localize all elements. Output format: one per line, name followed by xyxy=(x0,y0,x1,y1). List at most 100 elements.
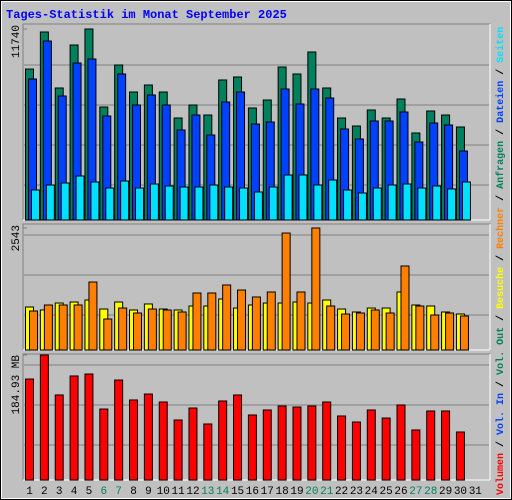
legend-separator: / xyxy=(495,189,507,207)
bar xyxy=(60,182,70,221)
bar xyxy=(262,409,272,481)
bar xyxy=(298,174,308,221)
bar xyxy=(441,410,451,481)
x-tick-label: 16 xyxy=(246,486,259,498)
bar xyxy=(188,407,198,481)
x-tick-label: 25 xyxy=(380,486,393,498)
x-tick-label: 29 xyxy=(439,486,452,498)
legend-item: Anfragen xyxy=(495,141,507,189)
bar xyxy=(430,314,440,351)
bar xyxy=(326,305,336,351)
y-tick-label: 184.93 MB xyxy=(11,355,23,415)
bar xyxy=(43,304,53,351)
legend-separator: / xyxy=(495,63,507,81)
x-tick-label: 1 xyxy=(26,486,33,498)
bar xyxy=(357,192,367,221)
bar xyxy=(355,312,365,351)
x-tick-label: 7 xyxy=(115,486,122,498)
x-tick-label: 31 xyxy=(469,486,483,498)
bar xyxy=(58,304,68,351)
legend-separator: / xyxy=(495,249,507,267)
bar xyxy=(164,185,174,221)
bar xyxy=(266,291,276,351)
bar xyxy=(402,183,412,221)
bar xyxy=(120,180,130,221)
legend-item: Dateien xyxy=(495,81,507,123)
bar xyxy=(385,312,395,351)
bar xyxy=(133,312,143,351)
bar xyxy=(268,186,278,221)
x-tick-label: 23 xyxy=(350,486,363,498)
x-tick-label: 2 xyxy=(41,486,48,498)
x-tick-label: 28 xyxy=(424,486,437,498)
bar xyxy=(233,394,243,481)
bar xyxy=(296,291,306,351)
x-tick-label: 11 xyxy=(171,486,185,498)
bar xyxy=(372,187,382,221)
x-tick-label: 6 xyxy=(100,486,107,498)
bar xyxy=(426,410,436,481)
bar xyxy=(105,187,115,221)
bar xyxy=(337,415,347,481)
bar xyxy=(351,421,361,481)
bar xyxy=(251,296,261,351)
x-tick-label: 12 xyxy=(186,486,199,498)
bar xyxy=(447,188,457,221)
legend-separator: / xyxy=(495,435,507,453)
bar xyxy=(247,414,257,481)
bar xyxy=(207,292,217,351)
bar xyxy=(459,315,469,351)
bar xyxy=(31,189,40,221)
bar xyxy=(370,309,380,351)
legend-item: Seiten xyxy=(495,27,507,63)
x-tick-label: 24 xyxy=(365,486,379,498)
chart-title: Tages-Statistik im Monat September 2025 xyxy=(6,8,287,22)
bar xyxy=(411,429,421,481)
bar xyxy=(239,187,249,221)
x-tick-label: 26 xyxy=(394,486,407,498)
bar xyxy=(455,431,465,481)
bar xyxy=(292,406,302,481)
legend-item: Volumen xyxy=(495,453,507,495)
bar xyxy=(192,292,202,351)
x-tick-label: 9 xyxy=(145,486,152,498)
y-tick-label: 11740 xyxy=(11,25,23,58)
bar xyxy=(328,179,338,221)
bar xyxy=(29,310,38,351)
bar xyxy=(177,311,187,351)
legend-item: Rechner xyxy=(495,207,507,249)
bar xyxy=(307,405,317,481)
legend-separator: / xyxy=(495,123,507,141)
bar xyxy=(203,423,213,481)
bar xyxy=(400,265,410,351)
bar xyxy=(218,400,228,481)
x-tick-label: 5 xyxy=(86,486,93,498)
bar xyxy=(39,354,49,481)
x-tick-label: 18 xyxy=(276,486,289,498)
bar xyxy=(73,304,83,351)
x-tick-label: 13 xyxy=(201,486,214,498)
bar xyxy=(277,405,287,481)
bar xyxy=(194,186,204,221)
bar xyxy=(69,375,79,481)
bar xyxy=(25,378,34,481)
bar xyxy=(343,189,353,221)
bar xyxy=(75,175,85,221)
bar xyxy=(281,232,291,351)
bar xyxy=(445,312,455,351)
bar xyxy=(173,419,183,481)
bar xyxy=(461,181,471,221)
legend-item: Besuche xyxy=(495,267,507,309)
bar xyxy=(103,318,113,351)
bar xyxy=(415,305,425,351)
bar xyxy=(84,373,94,481)
bar xyxy=(54,394,64,481)
bar xyxy=(88,281,98,351)
bar xyxy=(313,184,323,221)
bar xyxy=(432,185,442,221)
x-tick-label: 4 xyxy=(71,486,78,498)
legend-item: Vol. Out xyxy=(495,327,507,375)
